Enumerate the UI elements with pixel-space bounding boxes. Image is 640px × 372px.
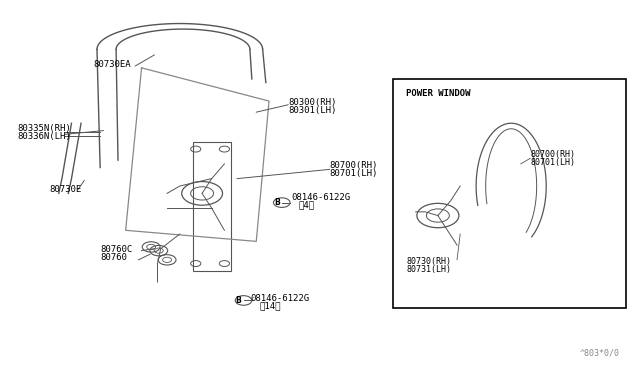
- Text: B: B: [236, 296, 241, 305]
- Text: 08146-6122G: 08146-6122G: [250, 294, 309, 303]
- Text: B: B: [274, 198, 280, 207]
- Text: POWER WINDOW: POWER WINDOW: [406, 89, 470, 98]
- Text: 80700(RH): 80700(RH): [330, 161, 378, 170]
- Text: 80700(RH): 80700(RH): [531, 150, 575, 159]
- Text: 80336N(LH): 80336N(LH): [17, 132, 71, 141]
- Text: 80300(RH): 80300(RH): [288, 99, 337, 108]
- Text: 80760C: 80760C: [100, 246, 132, 254]
- FancyBboxPatch shape: [394, 79, 626, 308]
- Text: 80730E: 80730E: [49, 185, 81, 194]
- Text: 80301(LH): 80301(LH): [288, 106, 337, 115]
- Text: ^803*0/0: ^803*0/0: [579, 349, 620, 358]
- Text: （14）: （14）: [259, 301, 281, 311]
- Text: 08146-6122G: 08146-6122G: [291, 193, 351, 202]
- Text: 80701(LH): 80701(LH): [330, 169, 378, 177]
- Text: （4）: （4）: [299, 201, 315, 210]
- Text: 80701(LH): 80701(LH): [531, 157, 575, 167]
- Text: 80335N(RH): 80335N(RH): [17, 124, 71, 133]
- Text: 80760: 80760: [100, 253, 127, 263]
- Text: 80730(RH): 80730(RH): [406, 257, 451, 266]
- Text: 80730EA: 80730EA: [94, 60, 131, 70]
- Text: 80731(LH): 80731(LH): [406, 264, 451, 273]
